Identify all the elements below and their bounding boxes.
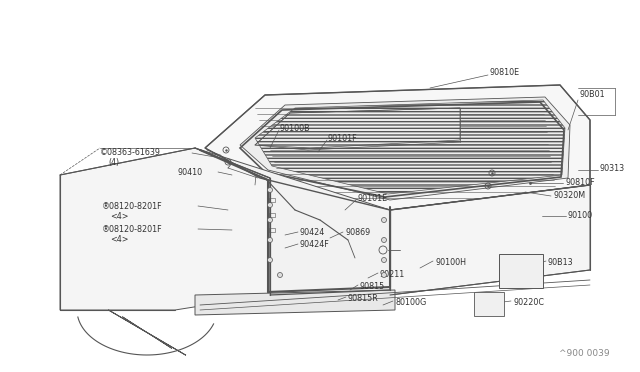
Circle shape [381, 237, 387, 243]
Text: 90100H: 90100H [435, 258, 466, 267]
Circle shape [268, 237, 273, 243]
Circle shape [278, 273, 282, 278]
Text: ©08363-61639: ©08363-61639 [100, 148, 161, 157]
Text: 90101E: 90101E [358, 193, 388, 202]
Polygon shape [390, 185, 590, 295]
Circle shape [268, 257, 273, 263]
Text: 90220C: 90220C [513, 298, 544, 307]
Bar [269, 213, 275, 217]
Circle shape [268, 187, 273, 192]
Polygon shape [240, 97, 570, 200]
Polygon shape [255, 108, 460, 148]
Text: 90B13: 90B13 [548, 258, 573, 267]
Polygon shape [60, 148, 270, 310]
Circle shape [381, 257, 387, 263]
Polygon shape [205, 85, 590, 210]
Text: ®08120-8201F: ®08120-8201F [102, 202, 163, 211]
Text: 90320M: 90320M [553, 190, 585, 199]
Text: 90815: 90815 [360, 282, 385, 291]
Text: 90101F: 90101F [328, 134, 358, 142]
Circle shape [268, 202, 273, 208]
Text: ®08120-8201F: ®08120-8201F [102, 225, 163, 234]
Text: 90211: 90211 [380, 270, 405, 279]
Text: ^900 0039: ^900 0039 [559, 349, 610, 358]
Text: 90313: 90313 [600, 164, 625, 173]
Text: 90424: 90424 [300, 228, 325, 237]
Text: 90424F: 90424F [300, 240, 330, 249]
Circle shape [268, 218, 273, 222]
Polygon shape [195, 148, 390, 295]
Text: 90869: 90869 [345, 228, 371, 237]
Text: 90410: 90410 [178, 168, 203, 177]
Text: 90815R: 90815R [348, 294, 379, 303]
Polygon shape [195, 290, 395, 315]
FancyBboxPatch shape [499, 254, 543, 288]
Text: 80100G: 80100G [395, 298, 426, 307]
Text: 90810E: 90810E [490, 67, 520, 77]
Text: 90810F: 90810F [565, 177, 595, 186]
Text: (4): (4) [108, 158, 119, 167]
Text: <4>: <4> [110, 212, 129, 221]
Text: 90100: 90100 [568, 211, 593, 219]
Bar [269, 198, 275, 202]
Circle shape [381, 218, 387, 222]
Text: 90B01: 90B01 [580, 90, 605, 99]
FancyBboxPatch shape [474, 292, 504, 316]
Bar [269, 228, 275, 232]
Text: 90100B: 90100B [280, 124, 310, 132]
Circle shape [381, 273, 387, 278]
Text: <4>: <4> [110, 235, 129, 244]
